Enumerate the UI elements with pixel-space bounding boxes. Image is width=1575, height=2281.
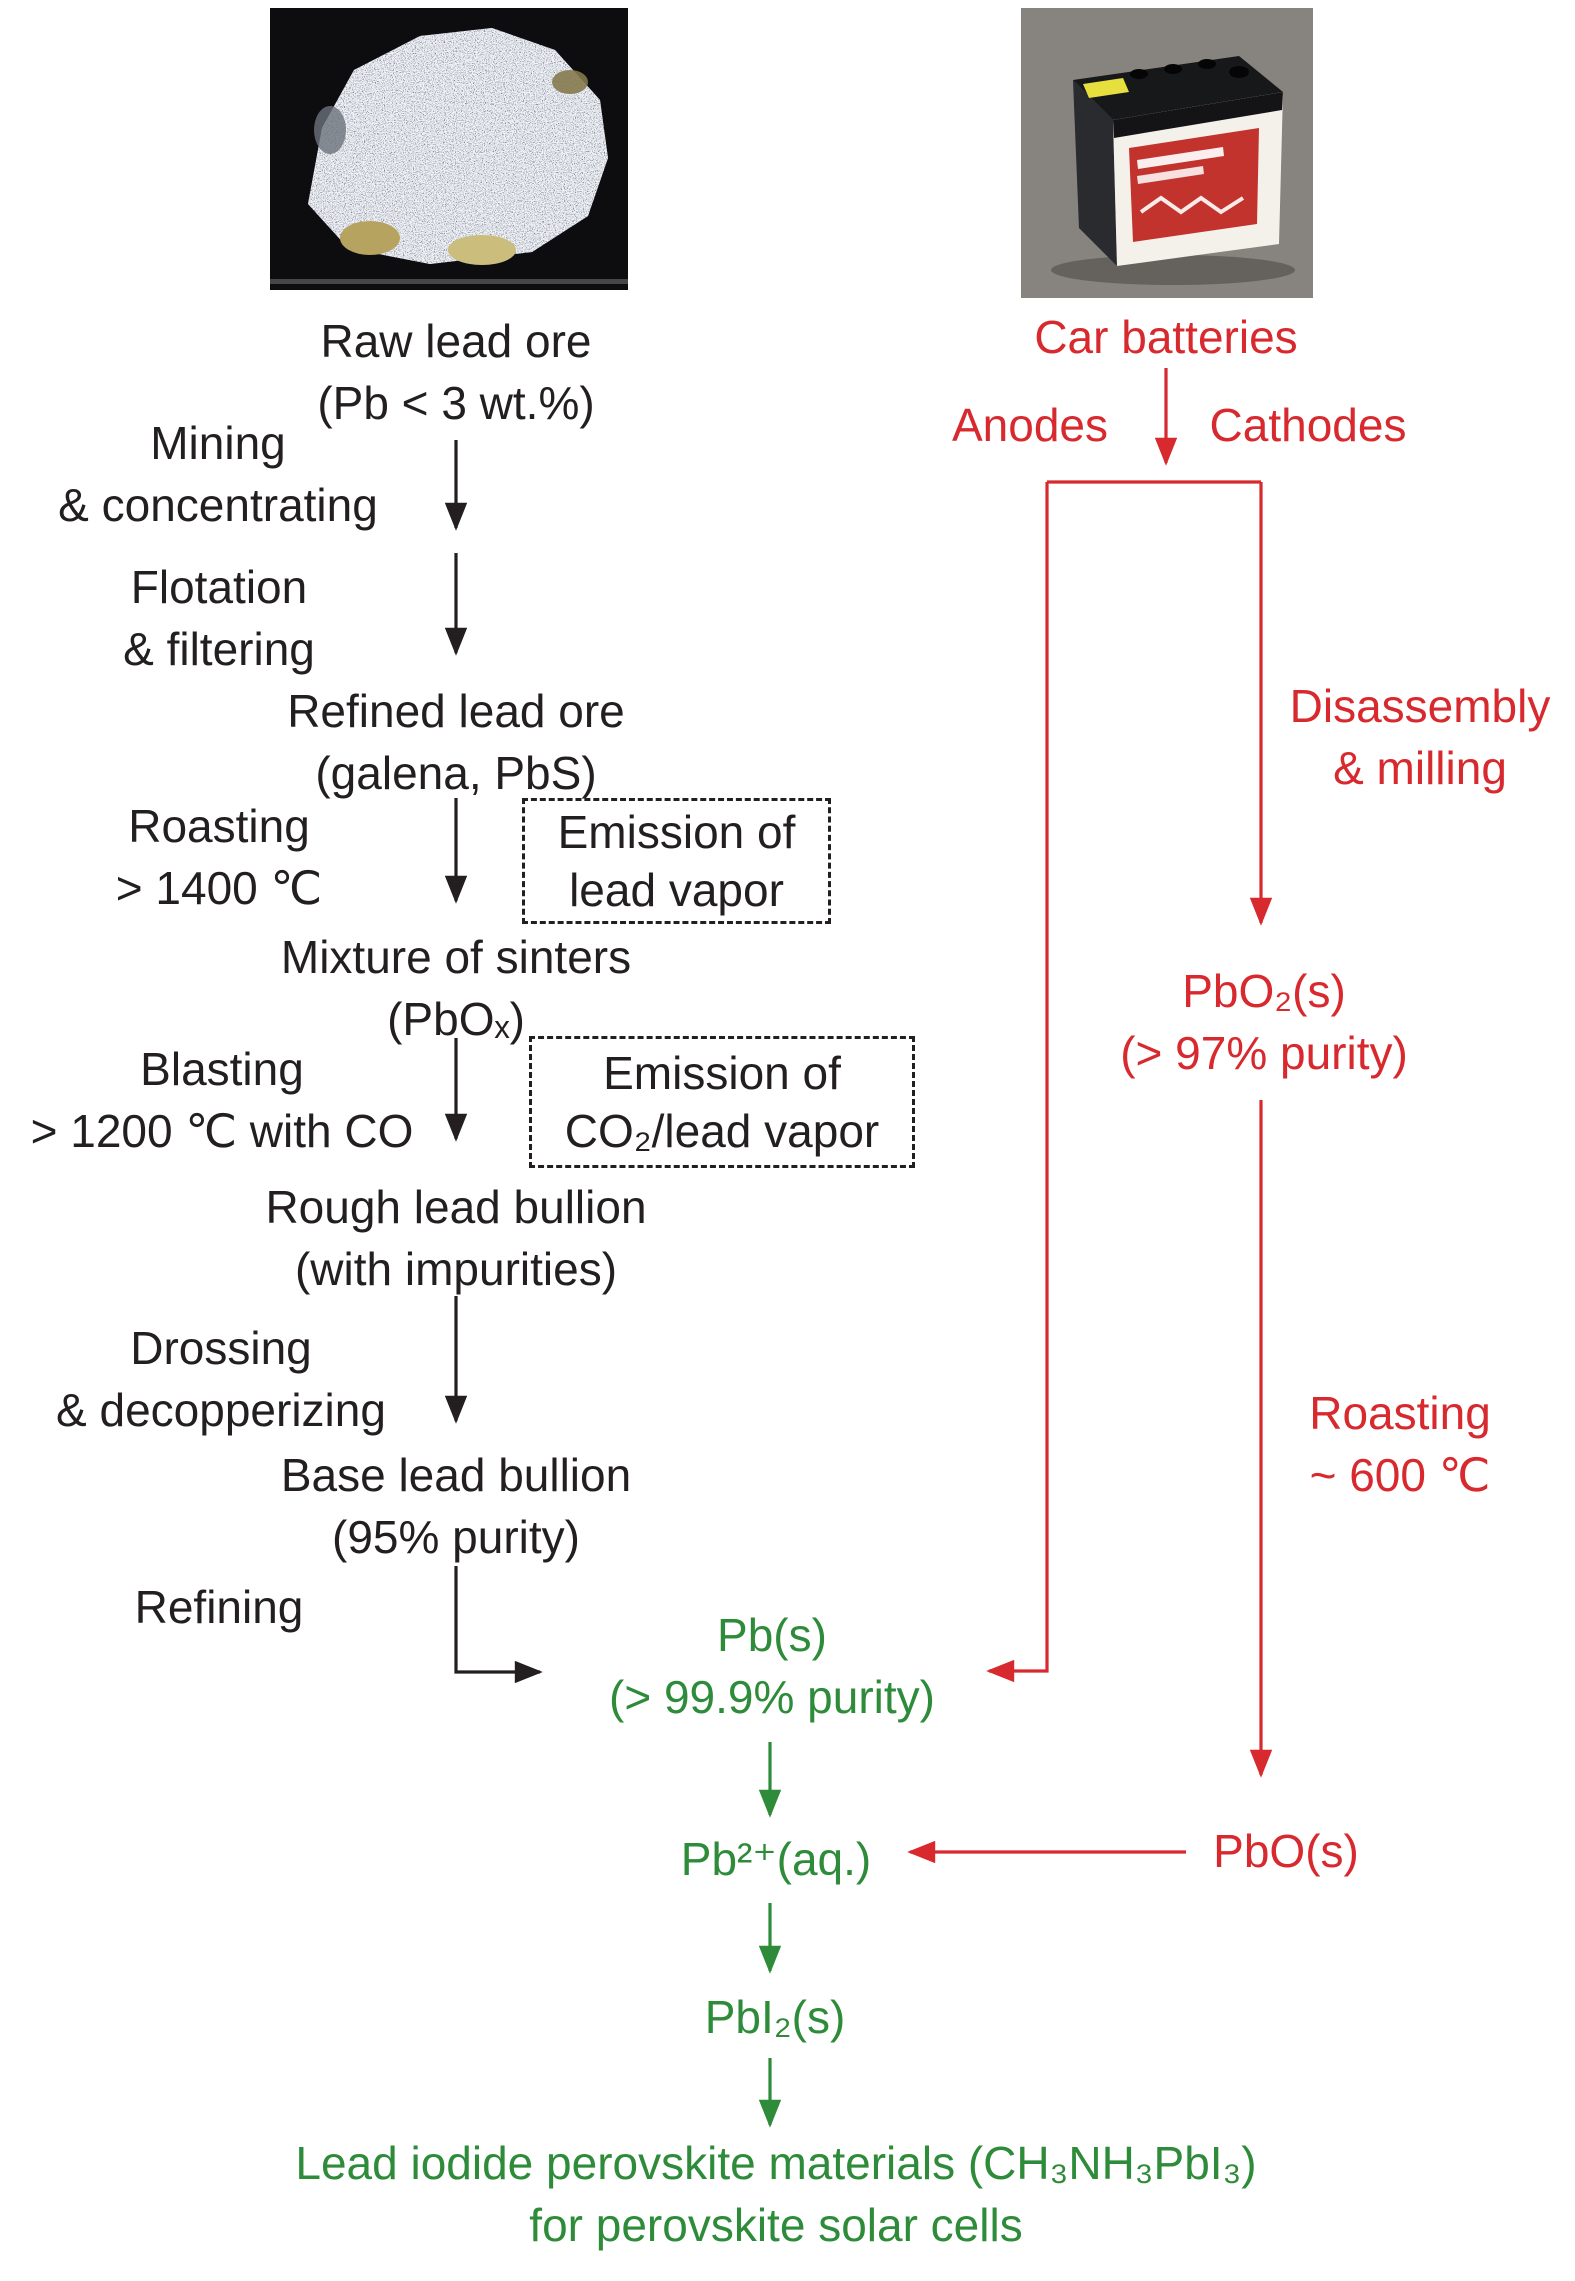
step-refining-line1: Refining xyxy=(134,1581,304,1633)
emission-lead-vapor-box: Emission of lead vapor xyxy=(522,798,831,924)
node-pbo: PbO(s) xyxy=(1136,1820,1436,1882)
node-base-lead-bullion-line1: Base lead bullion xyxy=(280,1449,632,1501)
node-pbo2: PbO₂(s) (> 97% purity) xyxy=(1064,960,1464,1084)
emission-co2-line2: CO₂/lead vapor xyxy=(564,1105,880,1157)
step-mining: Mining & concentrating xyxy=(0,412,436,536)
node-refined-lead-ore-line2: (galena, PbS) xyxy=(315,747,597,799)
raw-lead-ore-photo xyxy=(270,8,628,290)
step-flotation-line1: Flotation xyxy=(130,561,308,613)
node-raw-lead-ore-line1: Raw lead ore xyxy=(320,315,592,367)
node-perovskite: Lead iodide perovskite materials (CH₃NH₃… xyxy=(76,2132,1476,2256)
node-rough-lead-bullion-line1: Rough lead bullion xyxy=(265,1181,647,1233)
node-pbo-line1: PbO(s) xyxy=(1213,1825,1359,1877)
label-cathodes-line1: Cathodes xyxy=(1209,399,1407,451)
node-pbo2-line2: (> 97% purity) xyxy=(1120,1027,1408,1079)
node-pbo2-line1: PbO₂(s) xyxy=(1182,965,1346,1017)
emission-lead-vapor-line2: lead vapor xyxy=(569,864,784,916)
step-disassembly-milling-line1: Disassembly xyxy=(1289,680,1551,732)
node-pbi2: PbI₂(s) xyxy=(575,1986,975,2048)
step-refining: Refining xyxy=(19,1576,419,1638)
step-flotation-line2: & filtering xyxy=(123,623,315,675)
node-perovskite-line2: for perovskite solar cells xyxy=(529,2199,1023,2251)
node-refined-lead-ore-line1: Refined lead ore xyxy=(287,685,625,737)
step-mining-line1: Mining xyxy=(150,417,286,469)
node-pb-line1: Pb(s) xyxy=(717,1609,827,1661)
node-rough-lead-bullion-line2: (with impurities) xyxy=(294,1243,618,1295)
label-cathodes: Cathodes xyxy=(1158,394,1458,456)
node-pb-ion-line1: Pb²⁺(aq.) xyxy=(680,1833,872,1885)
emission-co2-line1: Emission of xyxy=(603,1047,841,1099)
label-anodes: Anodes xyxy=(880,394,1180,456)
node-perovskite-line1: Lead iodide perovskite materials (CH₃NH₃… xyxy=(295,2137,1257,2189)
arrow-anodes-to-pb xyxy=(986,482,1049,1683)
step-roasting-600: Roasting ~ 600 ℃ xyxy=(1250,1382,1550,1506)
step-roasting-line1: Roasting xyxy=(128,800,310,852)
label-anodes-line1: Anodes xyxy=(951,399,1108,451)
step-blasting-line2: > 1200 ℃ with CO xyxy=(30,1105,414,1157)
node-mixture-of-sinters-line1: Mixture of sinters xyxy=(280,931,632,983)
node-pb-line2: (> 99.9% purity) xyxy=(609,1671,935,1723)
step-drossing: Drossing & decopperizing xyxy=(21,1317,421,1441)
step-disassembly-milling-line2: & milling xyxy=(1333,742,1507,794)
step-flotation: Flotation & filtering xyxy=(19,556,419,680)
emission-lead-vapor-line1: Emission of xyxy=(557,806,796,858)
emission-co2-box: Emission of CO₂/lead vapor xyxy=(529,1036,915,1168)
node-car-batteries: Car batteries xyxy=(966,306,1366,368)
node-pb-ion: Pb²⁺(aq.) xyxy=(576,1828,976,1890)
step-blasting: Blasting > 1200 ℃ with CO xyxy=(2,1038,442,1162)
node-raw-lead-ore-line2: (Pb < 3 wt.%) xyxy=(317,377,595,429)
car-battery-photo xyxy=(1021,8,1313,298)
node-mixture-of-sinters-line2: (PbOₓ) xyxy=(387,993,525,1045)
node-mixture-of-sinters: Mixture of sinters (PbOₓ) xyxy=(156,926,756,1050)
step-mining-line2: & concentrating xyxy=(58,479,378,531)
step-blasting-line1: Blasting xyxy=(140,1043,304,1095)
step-disassembly-milling: Disassembly & milling xyxy=(1270,675,1570,799)
step-roasting-line2: > 1400 ℃ xyxy=(115,862,323,914)
step-drossing-line2: & decopperizing xyxy=(56,1384,386,1436)
node-base-lead-bullion-line2: (95% purity) xyxy=(332,1511,580,1563)
step-roasting-600-line2: ~ 600 ℃ xyxy=(1309,1449,1491,1501)
node-rough-lead-bullion: Rough lead bullion (with impurities) xyxy=(156,1176,756,1300)
node-raw-lead-ore: Raw lead ore (Pb < 3 wt.%) xyxy=(156,310,756,434)
node-refined-lead-ore: Refined lead ore (galena, PbS) xyxy=(156,680,756,804)
node-pbi2-line1: PbI₂(s) xyxy=(704,1991,846,2043)
step-roasting-600-line1: Roasting xyxy=(1309,1387,1491,1439)
node-base-lead-bullion: Base lead bullion (95% purity) xyxy=(156,1444,756,1568)
step-drossing-line1: Drossing xyxy=(130,1322,312,1374)
node-pb: Pb(s) (> 99.9% purity) xyxy=(472,1604,1072,1728)
node-car-batteries-line1: Car batteries xyxy=(1034,311,1298,363)
step-roasting: Roasting > 1400 ℃ xyxy=(19,795,419,919)
